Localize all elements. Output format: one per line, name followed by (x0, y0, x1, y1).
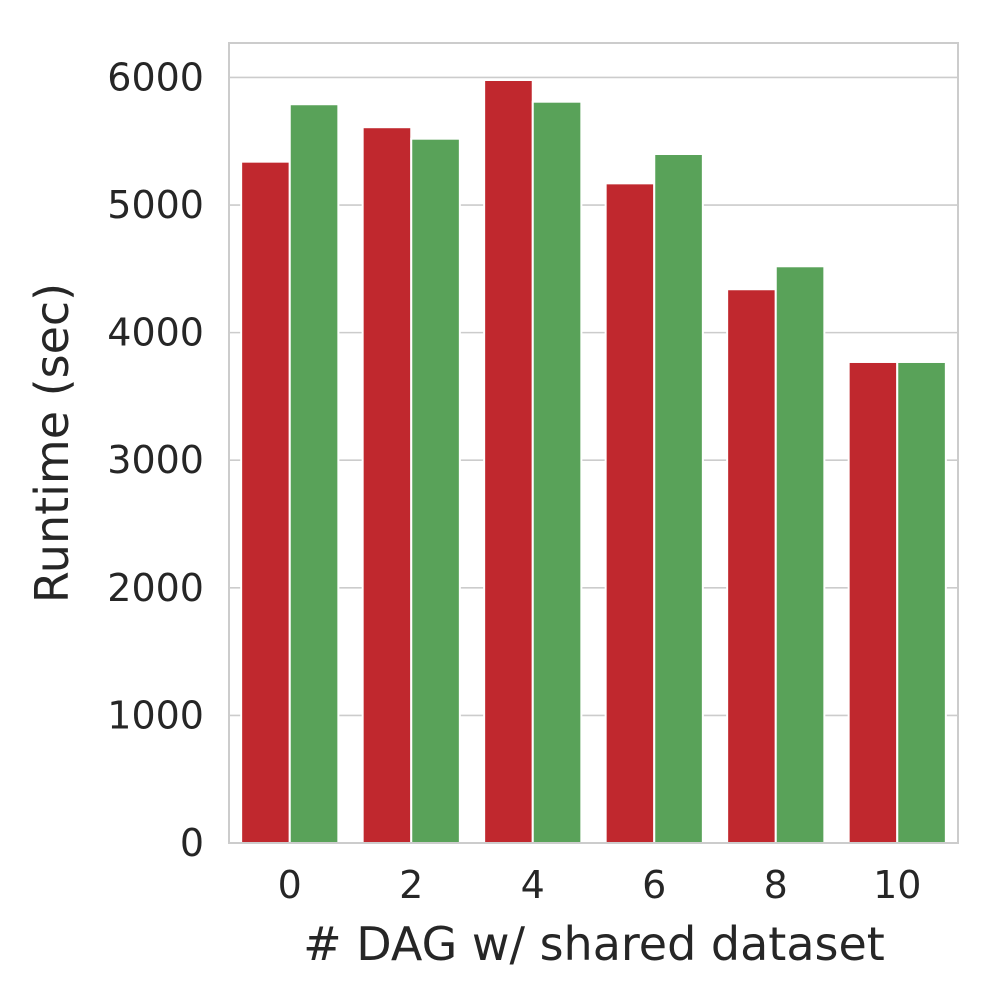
bars (240, 79, 947, 845)
y-axis-label: Runtime (sec) (25, 283, 79, 603)
bar-8-series-2 (774, 265, 826, 845)
x-tick-label: 6 (642, 863, 666, 907)
y-tick-label: 0 (180, 821, 204, 865)
bar-4-series-2 (531, 100, 583, 844)
bar-4-series-1 (483, 79, 534, 845)
bar-2-series-2 (410, 137, 461, 844)
y-tick-label: 1000 (107, 693, 204, 737)
y-tick-label: 3000 (107, 438, 204, 482)
bar-8-series-1 (726, 288, 777, 844)
bar-6-series-2 (653, 153, 704, 845)
x-tick-label: 10 (873, 863, 921, 907)
y-tick-labels: 0 1000 2000 3000 4000 5000 6000 (107, 55, 204, 865)
bar-0-series-1 (240, 160, 291, 845)
x-tick-label: 4 (521, 863, 545, 907)
y-tick-label: 2000 (107, 566, 204, 610)
x-tick-label: 2 (399, 863, 423, 907)
x-tick-labels: 0 2 4 6 8 10 (278, 863, 922, 907)
bar-6-series-1 (604, 182, 656, 844)
y-tick-label: 4000 (107, 311, 204, 355)
bar-0-series-2 (288, 103, 340, 844)
grid-lines (229, 76, 958, 844)
y-tick-label: 5000 (107, 183, 204, 227)
bar-10-series-1 (847, 360, 899, 844)
y-tick-label: 6000 (107, 55, 204, 99)
x-tick-label: 0 (278, 863, 302, 907)
x-axis-label: # DAG w/ shared dataset (303, 917, 885, 971)
bar-2-series-1 (361, 126, 413, 845)
bar-10-series-2 (896, 360, 947, 844)
x-tick-label: 8 (764, 863, 788, 907)
plot-frame (228, 42, 959, 844)
